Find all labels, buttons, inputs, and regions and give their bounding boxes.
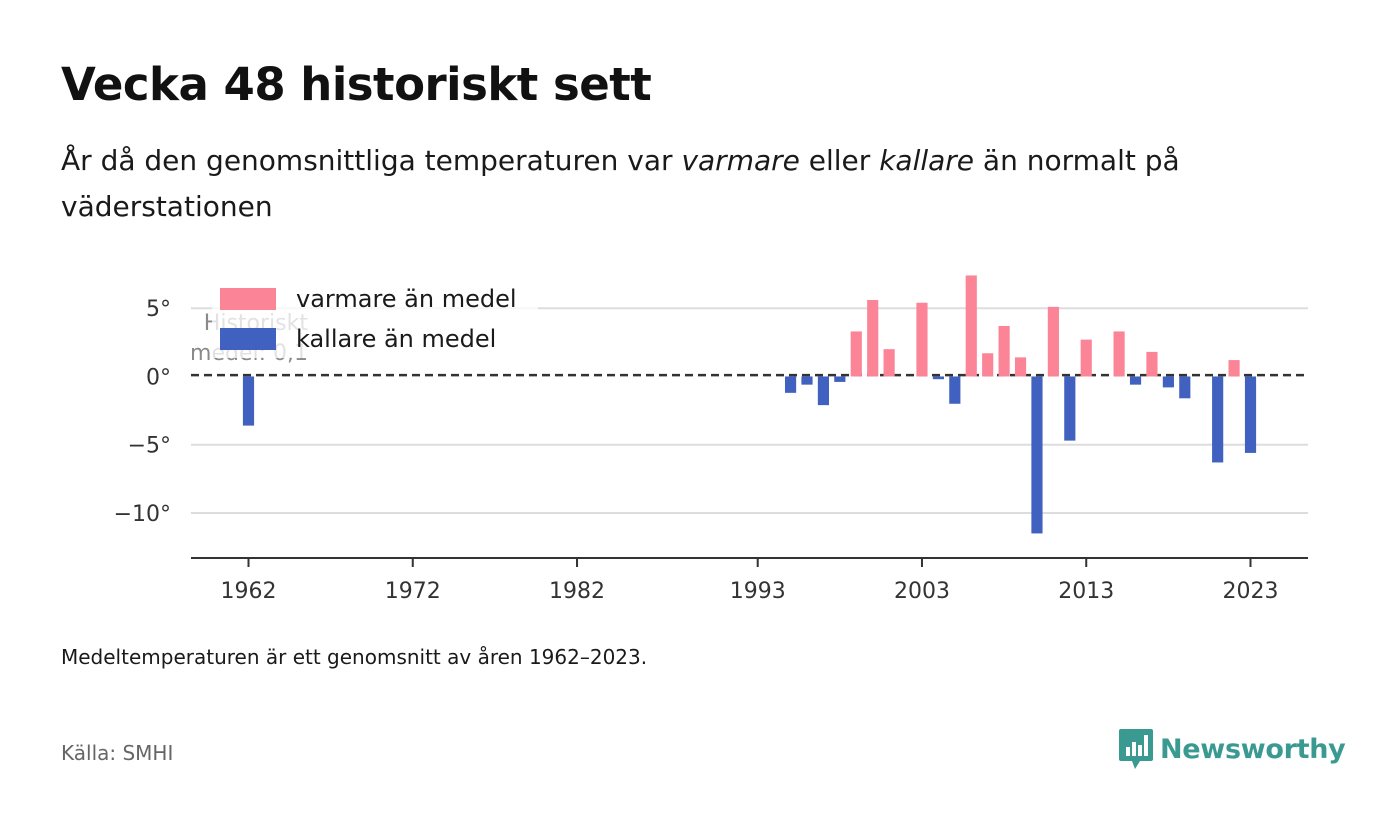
chart-title: Vecka 48 historiskt sett (61, 58, 652, 111)
bar (1179, 376, 1191, 399)
bars (242, 275, 1257, 534)
bar (949, 376, 961, 404)
newsworthy-logo[interactable]: Newsworthy (1118, 727, 1346, 771)
bar (1047, 306, 1059, 377)
subtitle-part-3: än normalt på väderstationen (61, 144, 1180, 223)
y-tick-label: −10° (114, 502, 171, 527)
bar (1014, 357, 1027, 377)
bar (784, 376, 797, 393)
bar (916, 302, 928, 377)
x-tick-label: 2013 (1058, 579, 1114, 604)
subtitle-part-2: eller (799, 144, 880, 177)
bar (1031, 376, 1043, 534)
y-tick-label: −5° (128, 434, 171, 459)
bar (1080, 339, 1092, 377)
y-tick-label: 0° (146, 365, 171, 390)
bar (1146, 351, 1158, 377)
legend-label: kallare än medel (296, 325, 496, 353)
bar (242, 376, 255, 426)
bar (1228, 360, 1240, 377)
x-tick-label: 2003 (894, 579, 950, 604)
bar (982, 353, 994, 377)
x-tick-label: 1993 (730, 579, 786, 604)
y-tick-label: 5° (146, 297, 171, 322)
bar (1129, 376, 1142, 385)
newsworthy-chart-bubble-icon (1119, 729, 1153, 769)
bar (1162, 376, 1174, 388)
subtitle-part-1: År då den genomsnittliga temperaturen va… (61, 144, 682, 177)
legend-label: varmare än medel (296, 285, 517, 313)
x-tick-label: 1982 (549, 579, 605, 604)
legend: varmare än medel kallare än medel (212, 282, 538, 358)
bar (883, 349, 895, 377)
bar (867, 300, 879, 377)
bar (817, 376, 830, 406)
bar (1244, 376, 1257, 453)
source-note: Källa: SMHI (61, 741, 174, 765)
bar (1064, 376, 1076, 441)
bar (1113, 331, 1125, 377)
bar (1212, 376, 1224, 463)
footnote: Medeltemperaturen är ett genomsnitt av å… (61, 645, 648, 669)
x-tick-label: 2023 (1223, 579, 1279, 604)
x-axis: 1962 1972 1982 1993 2003 2013 2023 (191, 557, 1308, 604)
legend-swatch (220, 288, 276, 310)
bar (801, 376, 813, 385)
chart-subtitle: År då den genomsnittliga temperaturen va… (61, 138, 1291, 230)
logo-text: Newsworthy (1160, 733, 1346, 765)
subtitle-warmer: varmare (681, 144, 800, 177)
legend-swatch (220, 328, 276, 350)
bar (965, 275, 977, 377)
bar (998, 325, 1010, 377)
subtitle-colder: kallare (879, 144, 975, 177)
x-tick-label: 1962 (220, 579, 276, 604)
x-tick-label: 1972 (385, 579, 441, 604)
bar (932, 376, 944, 380)
bar (834, 376, 846, 382)
y-axis-ticks: 5° 0° −5° −10° (114, 297, 171, 527)
bar (850, 331, 862, 377)
